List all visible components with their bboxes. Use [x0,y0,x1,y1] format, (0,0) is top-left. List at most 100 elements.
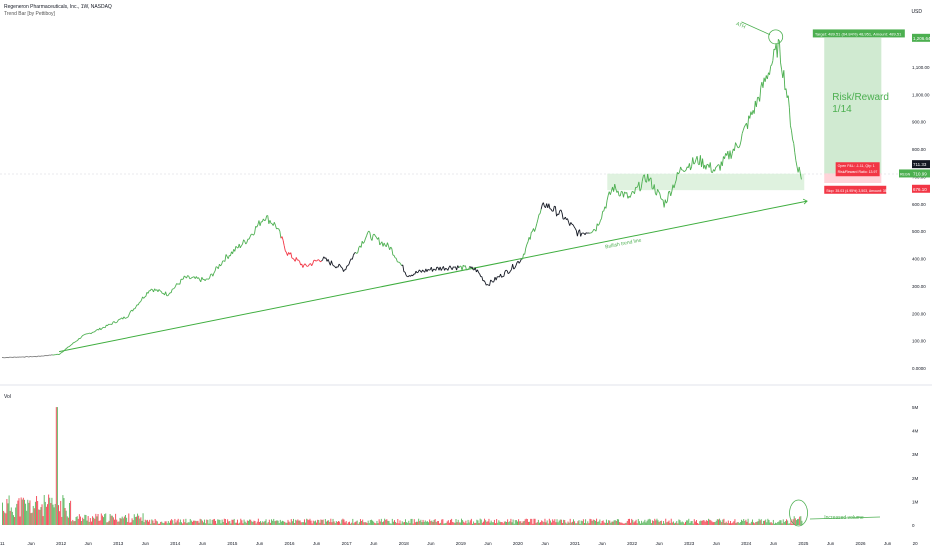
volume-bar [426,521,428,525]
volume-bar [28,502,30,525]
volume-bar [222,521,224,525]
trend-line-arrow [802,198,808,205]
price-segment [780,62,783,70]
volume-bar [166,523,168,525]
volume-bar [269,522,271,525]
volume-bar [346,523,348,525]
volume-bar [90,521,92,525]
volume-bar [492,522,494,525]
price-segment [346,265,349,267]
price-segment [513,267,516,270]
volume-bar [313,521,315,525]
volume-bar [767,518,769,525]
volume-bar [172,520,174,525]
price-segment [365,235,367,239]
volume-bar [557,522,559,525]
price-segment [572,224,575,227]
price-segment [327,259,330,263]
volume-bar [623,523,625,525]
volume-bar [725,521,727,525]
volume-bar [781,523,783,525]
risk-reward-value: 1/14 [832,104,852,115]
price-segment [248,236,251,240]
price-segment [167,294,170,297]
volume-bar [3,510,5,525]
price-segment [629,194,632,198]
volume-bar [538,522,540,525]
price-segment [305,265,308,267]
volume-bar [568,522,570,525]
price-segment [640,181,643,189]
volume-bar [716,519,718,525]
price-axis-tick: 600.00 [912,202,926,207]
price-segment [486,284,488,286]
time-axis-tick: Jun [713,541,721,546]
price-segment [192,276,195,278]
volume-bar [727,520,729,525]
volume-bar [233,518,235,525]
price-segment [96,329,98,331]
volume-bar [489,522,491,525]
volume-bar [556,519,558,525]
price-segment [141,296,143,301]
price-segment [785,88,788,98]
volume-bar [396,523,398,525]
volume-bar [534,518,536,525]
volume-bar [184,522,186,525]
volume-bar [708,518,710,525]
volume-bar [187,522,189,525]
volume-bar [115,513,117,525]
volume-bar [753,522,755,525]
volume-bar [47,504,49,525]
volume-bar [730,521,732,525]
volume-bar [204,519,206,525]
volume-bar [137,513,139,525]
volume-bar [49,497,51,525]
volume-bar [742,520,744,525]
volume-bar [38,509,40,525]
volume-bar [350,523,352,525]
volume-bar [653,521,655,525]
volume-bar [56,407,58,525]
price-segment [591,230,594,233]
volume-bar [769,522,771,525]
price-segment [214,266,217,272]
price-axis-tick: 1,000.00 [912,92,930,97]
volume-bar [41,504,43,525]
volume-bar [330,518,332,525]
price-segment [659,193,662,199]
price-segment [507,272,510,275]
price-segment [693,162,696,165]
price-segment [139,300,142,303]
volume-bar [409,523,411,525]
volume-bar [541,520,543,525]
price-segment [190,277,193,279]
price-segment [456,265,459,271]
price-segment [514,265,517,269]
volume-bar [705,520,707,525]
volume-bar [548,518,550,525]
price-segment [173,287,175,290]
volume-bar [328,520,330,525]
volume-axis-tick: 2M [912,476,919,481]
price-segment [239,245,242,249]
volume-bar [180,522,182,525]
price-segment [639,188,642,192]
price-segment [690,166,693,171]
volume-bar [542,521,544,525]
volume-bar [89,518,91,525]
volume-bar [199,518,201,525]
volume-bar [700,520,702,525]
price-segment [430,267,433,272]
volume-bar [260,521,262,525]
volume-bar [117,521,119,525]
volume-bar [420,519,422,525]
price-segment [125,317,128,319]
volume-bar [353,523,355,525]
volume-bar [687,520,689,525]
price-segment [75,340,77,342]
volume-bar [435,522,437,525]
volume-bar [231,519,233,525]
price-segment [542,202,545,207]
